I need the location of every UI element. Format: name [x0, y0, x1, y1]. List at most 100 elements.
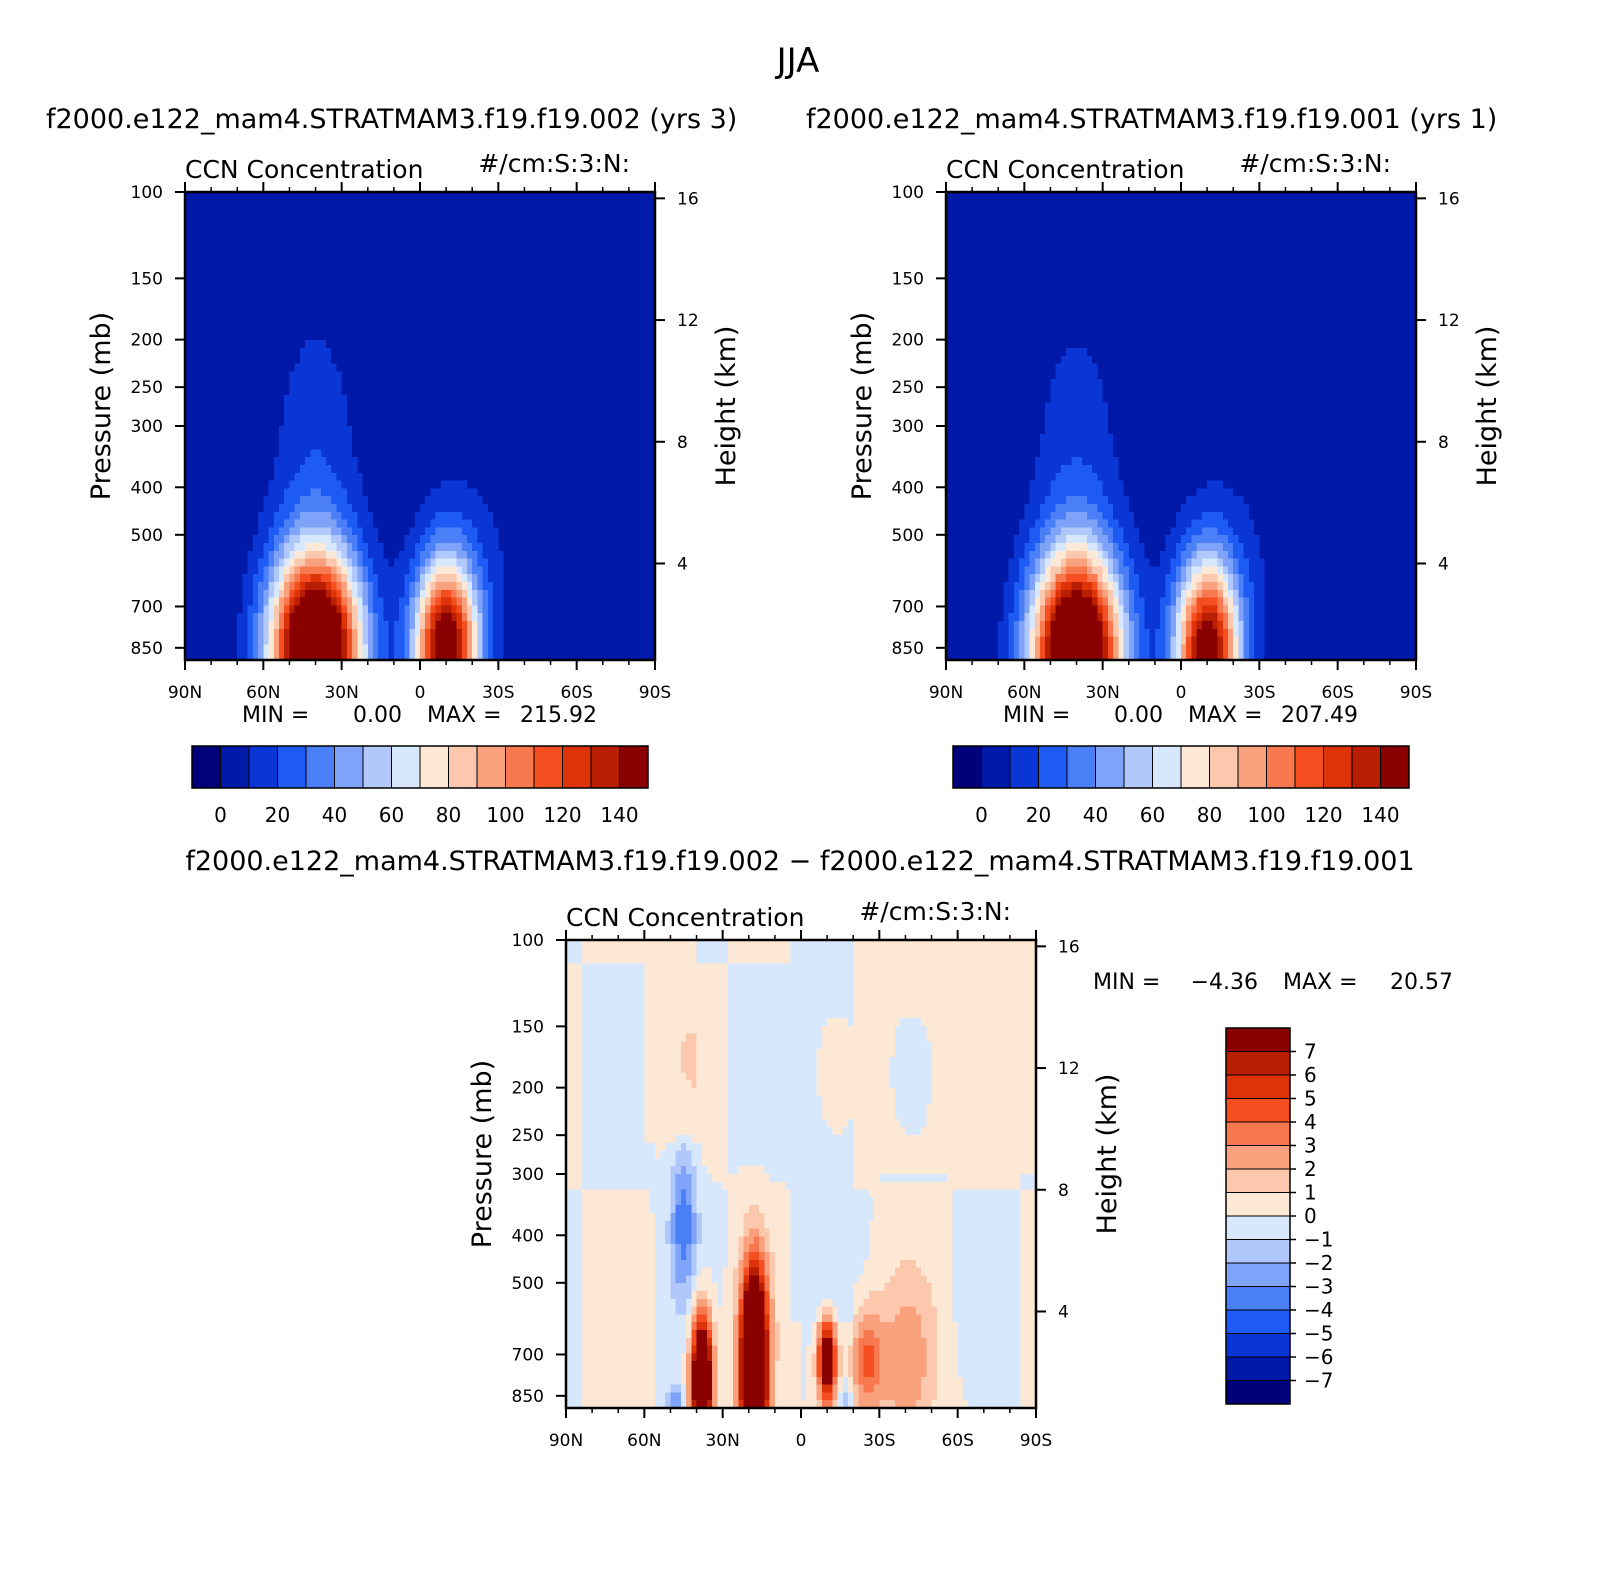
- contour-cell: [555, 355, 562, 365]
- contour-cell: [446, 293, 452, 302]
- contour-cell: [618, 309, 625, 318]
- contour-cell: [232, 543, 238, 552]
- contour-cell: [289, 254, 296, 263]
- contour-cell: [200, 496, 207, 505]
- contour-cell: [581, 511, 588, 521]
- contour-cell: [237, 262, 244, 271]
- contour-cell: [399, 488, 405, 497]
- contour-cell: [628, 558, 635, 567]
- contour-cell: [221, 379, 228, 388]
- contour-cell: [503, 324, 510, 333]
- contour-cell: [477, 379, 484, 388]
- contour-cell: [284, 566, 291, 575]
- contour-cell: [634, 480, 640, 489]
- contour-cell: [446, 465, 452, 474]
- contour-cell: [529, 589, 536, 599]
- contour-cell: [493, 309, 499, 318]
- contour-cell: [367, 574, 374, 583]
- contour-cell: [467, 496, 473, 505]
- contour-cell: [587, 457, 593, 466]
- contour-cell: [461, 472, 468, 482]
- contour-cell: [284, 550, 291, 560]
- contour-cell: [623, 355, 630, 365]
- contour-cell: [409, 597, 416, 606]
- contour-cell: [508, 223, 515, 232]
- contour-cell: [472, 371, 479, 380]
- contour-cell: [440, 238, 447, 248]
- contour-cell: [592, 340, 599, 349]
- contour-cell: [467, 457, 473, 466]
- contour-cell: [508, 426, 515, 435]
- contour-cell: [524, 488, 531, 497]
- contour-cell: [472, 511, 479, 521]
- contour-cell: [435, 566, 442, 575]
- contour-cell: [623, 535, 630, 544]
- contour-cell: [597, 574, 604, 583]
- contour-cell: [185, 605, 191, 614]
- contour-cell: [456, 215, 463, 224]
- contour-cell: [550, 223, 557, 232]
- contour-cell: [503, 192, 510, 201]
- contour-cell: [420, 262, 426, 271]
- contour-cell: [581, 433, 588, 443]
- contour-cell: [352, 324, 358, 333]
- contour-cell: [628, 488, 635, 497]
- contour-cell: [289, 387, 296, 396]
- contour-cell: [378, 192, 385, 201]
- contour-cell: [529, 433, 536, 443]
- contour-cell: [320, 410, 327, 419]
- contour-cell: [529, 519, 536, 528]
- contour-cell: [649, 543, 656, 552]
- contour-cell: [597, 613, 604, 622]
- contour-cell: [284, 410, 291, 419]
- contour-cell: [289, 605, 296, 614]
- contour-cell: [613, 254, 620, 263]
- contour-cell: [383, 231, 390, 240]
- contour-cell: [367, 285, 374, 294]
- contour-cell: [571, 527, 578, 536]
- contour-cell: [331, 558, 338, 567]
- contour-cell: [237, 488, 244, 497]
- contour-cell: [310, 543, 317, 552]
- contour-cell: [498, 285, 505, 294]
- contour-cell: [540, 582, 546, 591]
- contour-cell: [508, 192, 515, 201]
- contour-cell: [200, 589, 207, 599]
- contour-cell: [493, 550, 499, 560]
- contour-cell: [242, 324, 249, 333]
- contour-cell: [503, 285, 510, 294]
- contour-cell: [435, 387, 442, 396]
- contour-cell: [409, 285, 416, 294]
- contour-cell: [456, 340, 463, 349]
- contour-cell: [540, 262, 546, 271]
- contour-cell: [425, 285, 432, 294]
- contour-cell: [205, 387, 212, 396]
- contour-cell: [326, 301, 332, 310]
- contour-cell: [561, 293, 567, 302]
- contour-cell: [461, 527, 468, 536]
- contour-cell: [514, 511, 520, 521]
- contour-cell: [404, 472, 411, 482]
- contour-cell: [649, 527, 656, 536]
- contour-cell: [362, 621, 369, 630]
- contour-cell: [581, 223, 588, 232]
- contour-cell: [237, 582, 244, 591]
- contour-cell: [357, 613, 364, 622]
- contour-cell: [597, 535, 604, 544]
- contour-cell: [587, 566, 593, 575]
- contour-cell: [315, 402, 322, 411]
- contour-cell: [540, 309, 546, 318]
- contour-cell: [644, 387, 651, 396]
- contour-cell: [399, 605, 405, 614]
- contour-cell: [294, 504, 301, 513]
- contour-cell: [242, 332, 249, 341]
- contour-cell: [461, 433, 468, 443]
- contour-cell: [383, 379, 390, 388]
- contour-cell: [232, 348, 238, 357]
- contour-cell: [493, 504, 499, 513]
- contour-cell: [472, 496, 479, 505]
- contour-cell: [498, 238, 505, 248]
- contour-cell: [461, 199, 468, 209]
- contour-cell: [383, 527, 390, 536]
- contour-cell: [367, 543, 374, 552]
